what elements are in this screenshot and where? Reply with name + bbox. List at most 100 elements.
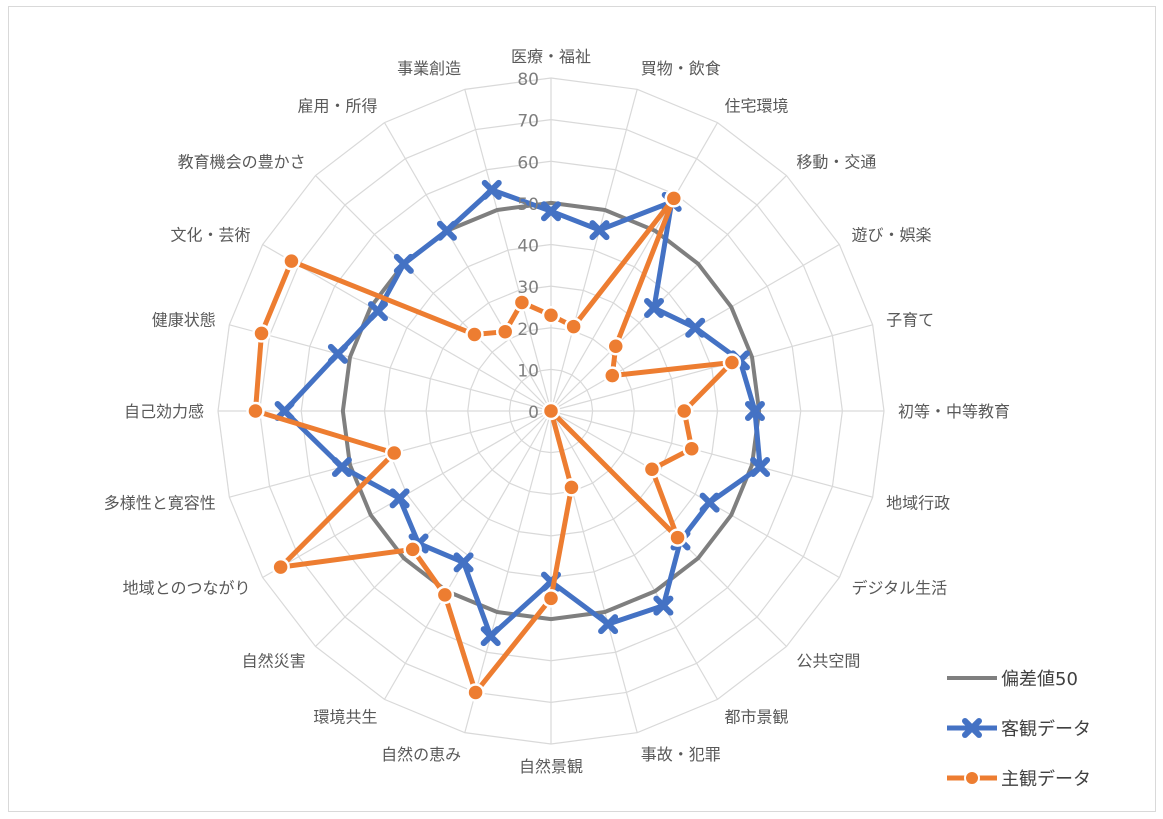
- radial-tick-label: 80: [517, 70, 539, 90]
- data-point: [389, 488, 410, 509]
- data-point: [393, 253, 414, 274]
- data-point: [331, 457, 352, 478]
- data-point: [453, 552, 474, 573]
- radial-tick-label: 30: [517, 278, 539, 298]
- data-point: [252, 324, 271, 343]
- data-point: [603, 366, 622, 385]
- data-point: [384, 443, 404, 463]
- spoke-line: [550, 410, 719, 700]
- category-labels: 医療・福祉買物・飲食住宅環境移動・交通遊び・娯楽子育て初等・中等教育地域行政デジ…: [104, 47, 1010, 776]
- data-point: [722, 353, 742, 372]
- category-label: 地域とのつながり: [123, 579, 251, 598]
- chart-frame: 医療・福祉 買物・飲食 住宅環境 移動・交通 遊び・娯楽 子育て 初等・中等教育 地域行政 デジ…: [8, 6, 1156, 812]
- data-point: [562, 478, 581, 497]
- category-label: 地域行政: [886, 493, 950, 512]
- spoke-line: [464, 410, 552, 733]
- radial-tick-label: 10: [517, 361, 539, 381]
- category-label: 住宅環境: [725, 96, 789, 115]
- legend-label: 客観データ: [1001, 719, 1091, 740]
- data-point: [664, 189, 684, 208]
- data-point: [282, 251, 301, 271]
- spoke-line: [315, 410, 552, 647]
- spoke-line: [550, 410, 873, 498]
- category-label: 事故・犯罪: [641, 745, 721, 764]
- category-label: 環境共生: [313, 708, 377, 727]
- category-label: 買物・飲食: [641, 59, 721, 78]
- data-point: [465, 325, 484, 344]
- spoke-line: [550, 89, 638, 412]
- data-point: [541, 201, 561, 222]
- category-label: 教育機会の豊かさ: [178, 152, 306, 171]
- data-point: [327, 343, 348, 364]
- spoke-line: [550, 122, 719, 412]
- spoke-line: [262, 243, 552, 412]
- legend-label: 主観データ: [1001, 769, 1091, 790]
- legend-item: 偏差値50: [947, 669, 1078, 690]
- category-label: 都市景観: [725, 708, 789, 727]
- data-point: [541, 306, 561, 325]
- data-point: [598, 614, 619, 635]
- spoke-line: [383, 122, 552, 412]
- category-label: 多様性と寛容性: [104, 493, 216, 512]
- data-point: [644, 297, 665, 318]
- data-point: [271, 557, 290, 577]
- series-2: [274, 179, 771, 647]
- data-point: [668, 528, 687, 547]
- legend-item: 主観データ: [947, 769, 1091, 790]
- category-label: 自己効力感: [124, 402, 204, 421]
- radial-tick-label: 70: [517, 112, 539, 132]
- data-point: [589, 220, 610, 241]
- spoke-line: [550, 410, 840, 579]
- data-point: [685, 317, 706, 338]
- data-point: [481, 179, 502, 200]
- data-point: [606, 336, 626, 356]
- radial-tick-label: 60: [517, 153, 539, 173]
- category-label: 医療・福祉: [511, 47, 591, 66]
- legend-label: 偏差値50: [1001, 669, 1078, 690]
- radial-tick-label: 20: [517, 320, 539, 340]
- series-layer: [246, 179, 771, 702]
- category-label: 公共空間: [796, 652, 860, 671]
- data-point: [274, 401, 295, 421]
- data-point: [435, 585, 455, 605]
- category-label: 自然の恵み: [381, 745, 461, 764]
- category-label: 自然景観: [519, 757, 583, 776]
- spoke-line: [550, 175, 787, 412]
- data-point: [699, 492, 720, 513]
- data-point: [642, 460, 662, 479]
- data-point: [246, 401, 265, 421]
- category-label: 自然災害: [242, 652, 306, 671]
- data-point: [682, 439, 701, 458]
- radial-tick-label: 0: [528, 403, 539, 423]
- spoke-line: [315, 175, 552, 412]
- radar-chart: 医療・福祉買物・飲食住宅環境移動・交通遊び・娯楽子育て初等・中等教育地域行政デジ…: [104, 47, 1091, 790]
- data-point: [367, 301, 388, 322]
- category-label: 子育て: [886, 311, 934, 330]
- spoke-line: [229, 324, 552, 412]
- category-label: 雇用・所得: [297, 96, 377, 115]
- data-point: [541, 401, 561, 421]
- data-point: [436, 220, 457, 241]
- category-label: 事業創造: [397, 59, 461, 78]
- series-3: [246, 189, 742, 702]
- radial-tick-label: 40: [517, 237, 539, 257]
- category-label: 文化・芸術: [170, 226, 250, 245]
- data-point: [564, 317, 583, 336]
- category-label: 移動・交通: [796, 152, 876, 171]
- radial-tick-labels: 0 10 20 30 40 50 60 70 80: [517, 70, 539, 423]
- data-point: [653, 595, 674, 616]
- category-label: 健康状態: [152, 311, 216, 330]
- data-point: [512, 293, 532, 312]
- spoke-line: [550, 324, 873, 412]
- category-label: 初等・中等教育: [898, 402, 1010, 421]
- legend-item: 客観データ: [947, 718, 1091, 740]
- spoke-line: [464, 89, 552, 412]
- data-point: [750, 457, 771, 478]
- data-point: [466, 683, 485, 702]
- radial-tick-label: 50: [517, 195, 539, 215]
- data-point: [541, 589, 561, 608]
- data-point: [674, 401, 694, 421]
- data-point: [480, 626, 501, 647]
- category-label: 遊び・娯楽: [852, 226, 932, 245]
